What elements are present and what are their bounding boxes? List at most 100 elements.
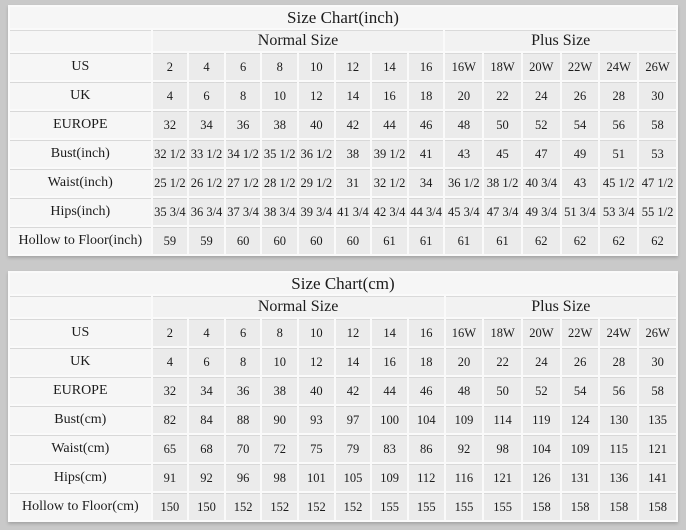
corner-cell [10, 296, 151, 317]
size-cell: 36 1/2 [299, 140, 334, 167]
size-cell: 4 [189, 53, 224, 80]
size-cell: 6 [225, 53, 261, 80]
row-label: Waist(cm) [10, 435, 151, 462]
size-cell: 62 [522, 227, 560, 254]
size-cell: 49 3/4 [522, 198, 560, 225]
size-cell: 60 [335, 227, 371, 254]
size-cell: 82 [152, 406, 188, 433]
size-cell: 14 [335, 348, 371, 375]
row-label: US [10, 53, 151, 80]
size-cell: 59 [152, 227, 188, 254]
size-cell: 92 [445, 435, 483, 462]
size-cell: 92 [189, 464, 224, 491]
size-chart-table-inch: Size Chart(inch) Normal Size Plus Size US 2 4… [8, 5, 678, 256]
size-cell: 114 [484, 406, 522, 433]
size-cell: 51 [600, 140, 638, 167]
size-cell: 59 [189, 227, 224, 254]
size-cell: 104 [523, 435, 560, 462]
size-cell: 116 [445, 464, 483, 491]
size-cell: 16 [372, 82, 407, 109]
size-cell: 26 [561, 82, 599, 109]
size-cell: 22W [561, 319, 599, 346]
size-cell: 62 [561, 227, 599, 254]
row-label: EUROPE [10, 111, 151, 138]
size-cell: 62 [639, 227, 676, 254]
size-cell: 12 [335, 53, 371, 80]
table-row: EUROPE 32 34 36 38 40 42 44 46 48 50 52 54 56 58 [10, 111, 676, 138]
size-cell: 16W [445, 319, 483, 346]
size-chart-tables-container: Size Chart(inch) Normal Size Plus Size US 2 4… [8, 5, 678, 522]
size-cell: 61 [445, 227, 483, 254]
size-cell: 53 3/4 [600, 198, 638, 225]
table-title: Size Chart(cm) [10, 273, 676, 294]
size-cell: 61 [408, 227, 444, 254]
size-cell: 86 [408, 435, 444, 462]
size-cell: 44 [372, 377, 407, 404]
table-row: Waist(cm) 65 68 70 72 75 79 83 86 92 98 104 109 115 12… [10, 435, 676, 462]
size-cell: 112 [408, 464, 444, 491]
size-cell: 72 [262, 435, 298, 462]
size-cell: 136 [600, 464, 638, 491]
size-cell: 36 1/2 [445, 169, 483, 196]
size-cell: 65 [152, 435, 188, 462]
size-cell: 58 [639, 377, 676, 404]
size-cell: 121 [639, 435, 676, 462]
size-cell: 38 [262, 377, 298, 404]
size-cell: 150 [152, 493, 188, 520]
size-cell: 22W [561, 53, 599, 80]
size-cell: 20W [523, 319, 560, 346]
size-cell: 52 [522, 111, 560, 138]
size-cell: 14 [372, 319, 407, 346]
table-row: Waist(inch) 25 1/2 26 1/2 27 1/2 28 1/2 29 1/… [10, 169, 676, 196]
row-label: Hips(cm) [10, 464, 151, 491]
size-cell: 38 [262, 111, 298, 138]
size-cell: 4 [189, 319, 224, 346]
row-label: Bust(cm) [10, 406, 151, 433]
size-cell: 20 [445, 82, 483, 109]
size-cell: 41 3/4 [335, 198, 371, 225]
size-cell: 28 [600, 82, 638, 109]
size-cell: 56 [600, 111, 638, 138]
size-cell: 36 3/4 [189, 198, 224, 225]
size-cell: 33 1/2 [189, 140, 224, 167]
size-cell: 6 [189, 82, 224, 109]
size-cell: 4 [152, 348, 188, 375]
size-cell: 58 [639, 111, 676, 138]
size-cell: 16 [408, 53, 444, 80]
size-cell: 158 [600, 493, 638, 520]
plus-size-header: Plus Size [445, 30, 676, 51]
size-cell: 16 [372, 348, 407, 375]
size-cell: 40 [299, 111, 334, 138]
size-cell: 158 [639, 493, 676, 520]
size-cell: 54 [561, 111, 599, 138]
size-cell: 88 [225, 406, 261, 433]
size-cell: 152 [299, 493, 334, 520]
normal-size-header: Normal Size [152, 296, 444, 317]
size-cell: 42 [335, 377, 371, 404]
size-cell: 79 [335, 435, 371, 462]
size-cell: 62 [600, 227, 638, 254]
size-cell: 83 [372, 435, 407, 462]
size-cell: 46 [408, 377, 444, 404]
size-cell: 155 [445, 493, 483, 520]
size-cell: 46 [408, 111, 444, 138]
size-cell: 2 [152, 53, 188, 80]
size-cell: 43 [445, 140, 483, 167]
row-label: EUROPE [10, 377, 151, 404]
table-title-row: Size Chart(cm) [10, 273, 676, 294]
size-cell: 12 [299, 348, 334, 375]
size-cell: 24W [600, 319, 638, 346]
size-cell: 91 [152, 464, 188, 491]
size-cell: 52 [523, 377, 560, 404]
size-cell: 47 1/2 [639, 169, 676, 196]
size-cell: 26 1/2 [189, 169, 224, 196]
size-cell: 93 [299, 406, 334, 433]
table-row: UK 4 6 8 10 12 14 16 18 20 22 24 26 28 30 [10, 348, 676, 375]
size-cell: 10 [262, 82, 298, 109]
size-cell: 8 [262, 53, 298, 80]
table-row: US 2 4 6 8 10 12 14 16 16W 18W 20W 22W 24W 26W [10, 53, 676, 80]
size-cell: 119 [523, 406, 560, 433]
size-cell: 6 [189, 348, 224, 375]
size-cell: 44 [372, 111, 407, 138]
